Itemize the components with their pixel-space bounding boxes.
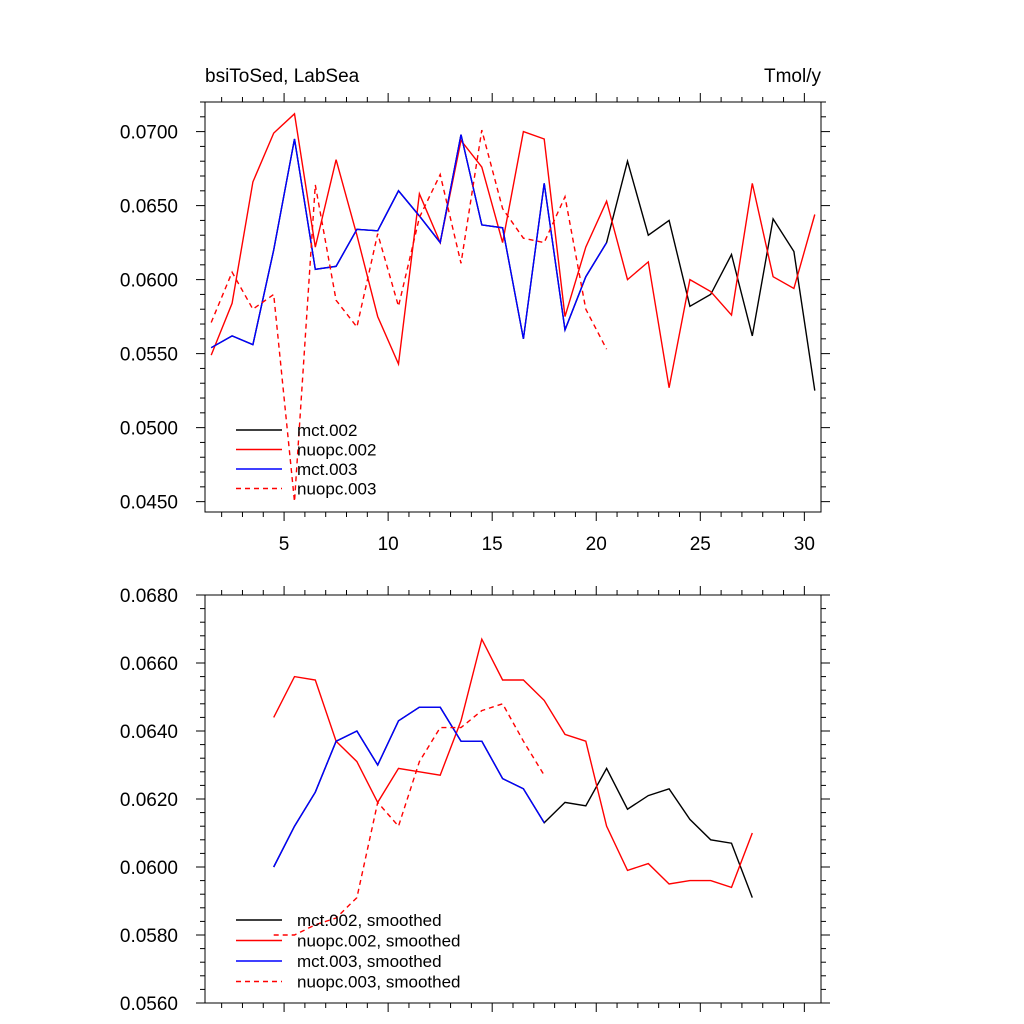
y-tick-label: 0.0660 bbox=[120, 654, 178, 675]
y-tick-label: 0.0450 bbox=[120, 493, 178, 514]
bottom-plot-area: 0.0560 0.0580 0.0600 0.0620 0.0640 0.0660 0.06… bbox=[120, 586, 830, 1015]
series-line-mct-003 bbox=[210, 134, 608, 349]
legend-entry-label: mct.003 bbox=[297, 460, 357, 479]
legend-entry-label: mct.002, smoothed bbox=[297, 911, 442, 930]
legend-entry-label: nuopc.002, smoothed bbox=[297, 932, 461, 951]
y-tick-label: 0.0600 bbox=[120, 858, 178, 879]
x-tick-label: 25 bbox=[690, 534, 711, 555]
legend-entry-label: mct.003, smoothed bbox=[297, 952, 442, 971]
series-line-nuopc-002-smoothed bbox=[273, 637, 753, 889]
series-line-nuopc-003 bbox=[210, 129, 608, 502]
series-line-nuopc-003-smoothed bbox=[273, 702, 545, 936]
x-tick-label: 15 bbox=[482, 534, 503, 555]
bottom-panel: 0.0560 0.0580 0.0600 0.0620 0.0640 0.0660 0.06… bbox=[120, 586, 830, 1015]
x-tick-label: 30 bbox=[794, 534, 815, 555]
x-tick-label: 5 bbox=[279, 534, 290, 555]
y-tick-label: 0.0680 bbox=[120, 586, 178, 607]
legend-entry-label: nuopc.003 bbox=[297, 480, 376, 499]
y-tick-label: 0.0550 bbox=[120, 345, 178, 366]
top-panel-units: Tmol/y bbox=[764, 66, 822, 87]
top-panel-title: bsiToSed, LabSea bbox=[205, 66, 360, 87]
legend-entry-label: nuopc.003, smoothed bbox=[297, 973, 461, 992]
top-plot-area: 5 10 15 20 25 30 0.0450 0.0500 0.0550 0.0600 0.065… bbox=[120, 93, 830, 555]
x-tick-label: 20 bbox=[586, 534, 607, 555]
top-panel: bsiToSed, LabSea Tmol/y 5 10 15 20 25 30 0.045… bbox=[120, 66, 830, 555]
y-tick-label: 0.0650 bbox=[120, 197, 178, 218]
legend-entry-label: mct.002 bbox=[297, 421, 357, 440]
legend-entry-label: nuopc.002 bbox=[297, 441, 376, 460]
x-tick-label: 10 bbox=[378, 534, 399, 555]
y-tick-label: 0.0580 bbox=[120, 926, 178, 947]
bottom-legend: mct.002, smoothed nuopc.002, smoothedmct.… bbox=[236, 911, 461, 992]
y-tick-label: 0.0600 bbox=[120, 271, 178, 292]
y-tick-label: 0.0560 bbox=[120, 994, 178, 1015]
y-tick-label: 0.0640 bbox=[120, 722, 178, 743]
series-line-nuopc-002 bbox=[210, 112, 816, 388]
y-tick-label: 0.0700 bbox=[120, 123, 178, 144]
y-tick-label: 0.0620 bbox=[120, 790, 178, 811]
series-line-mct-003-smoothed bbox=[273, 706, 545, 868]
y-tick-label: 0.0500 bbox=[120, 419, 178, 440]
